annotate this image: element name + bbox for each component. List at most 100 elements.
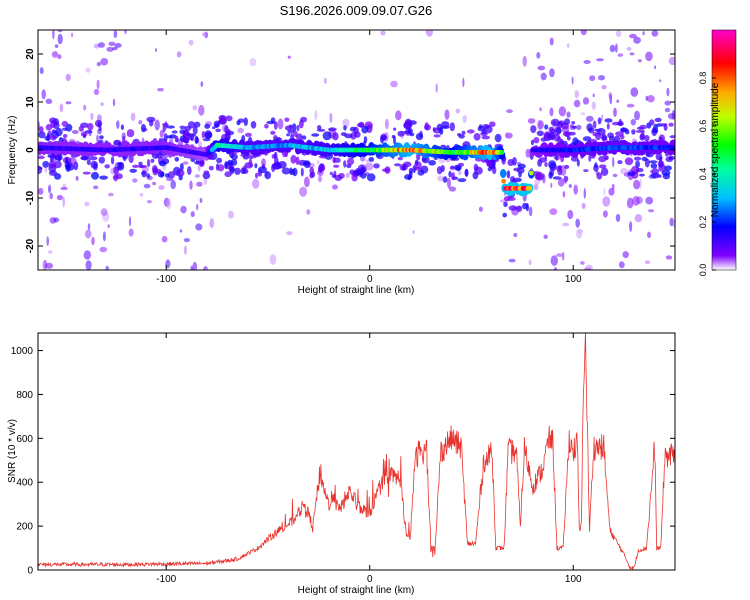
heatmap-cell (615, 30, 622, 37)
heatmap-cell (224, 161, 228, 170)
heatmap-cell (126, 129, 135, 138)
heatmap-cell (457, 178, 467, 183)
heatmap-cell (329, 171, 333, 176)
heatmap-cell (252, 178, 260, 189)
heatmap-cell (665, 255, 673, 260)
heatmap-cell (528, 259, 532, 266)
heatmap-cell (612, 173, 618, 178)
heatmap-cell (622, 251, 629, 259)
heatmap-cell (170, 179, 176, 190)
heatmap-cell (203, 266, 208, 270)
heatmap-cell (38, 126, 44, 134)
heatmap-cell (543, 234, 548, 240)
heatmap-cell (629, 33, 637, 39)
heatmap-cell (213, 120, 220, 128)
heatmap-cell (518, 171, 522, 178)
heatmap-cell (198, 104, 205, 116)
heatmap-cell (562, 222, 570, 227)
heatmap-cell (201, 130, 205, 139)
heatmap-cell (624, 157, 634, 166)
heatmap-cell (620, 127, 627, 133)
heatmap-cell (390, 80, 398, 88)
heatmap-cell (436, 123, 443, 131)
heatmap-cell (553, 133, 560, 142)
heatmap-cell (299, 186, 308, 197)
heatmap-cell (522, 55, 527, 67)
heatmap-cell (634, 214, 643, 223)
heatmap-cell (52, 30, 55, 40)
heatmap-cell (317, 175, 323, 183)
heatmap-cell (615, 213, 621, 222)
heatmap-cell (591, 101, 596, 110)
heatmap-cell (596, 172, 603, 180)
heatmap-cell (287, 129, 295, 134)
heatmap-cell (176, 169, 185, 177)
heatmap-cell (397, 130, 405, 137)
heatmap-cell (62, 134, 68, 138)
heatmap-cell (598, 164, 607, 169)
heatmap-cell (612, 156, 615, 168)
heatmap-cell (644, 260, 651, 265)
heatmap-cell (107, 224, 110, 229)
heatmap-cell (166, 198, 172, 210)
y-tick-label: 0 (25, 147, 36, 153)
heatmap-cell (333, 164, 340, 168)
heatmap-cell (564, 164, 570, 169)
heatmap-cell (90, 160, 98, 169)
heatmap-cell (225, 115, 233, 122)
heatmap-cell (615, 131, 624, 137)
heatmap-cell (609, 44, 616, 53)
heatmap-cell (602, 196, 611, 207)
heatmap-cell (192, 261, 198, 270)
heatmap-cell (189, 180, 193, 190)
heatmap-cell (571, 121, 576, 125)
x-tick-label: 0 (367, 274, 373, 285)
heatmap-cell (562, 191, 566, 198)
heatmap-cell (580, 112, 586, 116)
heatmap-cell (45, 124, 53, 131)
heatmap-cell (549, 107, 554, 117)
y-tick-label: -20 (25, 238, 36, 253)
y-tick-label: 600 (16, 434, 33, 445)
heatmap-cell (365, 159, 369, 163)
heatmap-cell (530, 139, 535, 146)
heatmap-cell (65, 73, 71, 82)
heatmap-cell (447, 177, 451, 189)
heatmap-cell (500, 169, 507, 178)
heatmap-cell (200, 81, 204, 88)
heatmap-cell (193, 121, 201, 128)
heatmap-cell (174, 156, 180, 162)
heatmap-cell (86, 159, 91, 166)
heatmap-cell (346, 163, 352, 169)
heatmap-cell (573, 99, 581, 108)
heatmap-cell (48, 184, 52, 194)
heatmap-cell (106, 46, 114, 52)
heatmap-cell (244, 132, 252, 137)
heatmap-cell (499, 150, 505, 155)
heatmap-cell (606, 123, 610, 130)
colorbar-tick-label: 0.6 (698, 120, 708, 133)
heatmap-cell (385, 118, 389, 130)
heatmap-cell (159, 129, 164, 138)
heatmap-cell (83, 104, 87, 111)
colorbar-ticks: 0.0 0.2 0.4 0.6 0.8 (698, 72, 716, 276)
heatmap-cell (648, 160, 658, 164)
heatmap-cell (451, 172, 456, 181)
heatmap-cell (404, 120, 413, 125)
heatmap-cell (464, 169, 468, 177)
heatmap-cell (603, 187, 606, 196)
heatmap-cell (664, 165, 672, 171)
heatmap-cell (594, 162, 598, 169)
heatmap-cell (281, 167, 291, 175)
heatmap-cell (649, 119, 655, 126)
heatmap-cell (635, 196, 643, 204)
heatmap-cell (462, 115, 467, 123)
heatmap-cell (160, 172, 165, 177)
heatmap-cell (323, 77, 327, 84)
heatmap-cell (54, 44, 59, 48)
heatmap-cell (257, 168, 263, 177)
heatmap-cell (668, 122, 674, 127)
heatmap-cell (654, 117, 662, 123)
heatmap-cell (60, 186, 68, 191)
